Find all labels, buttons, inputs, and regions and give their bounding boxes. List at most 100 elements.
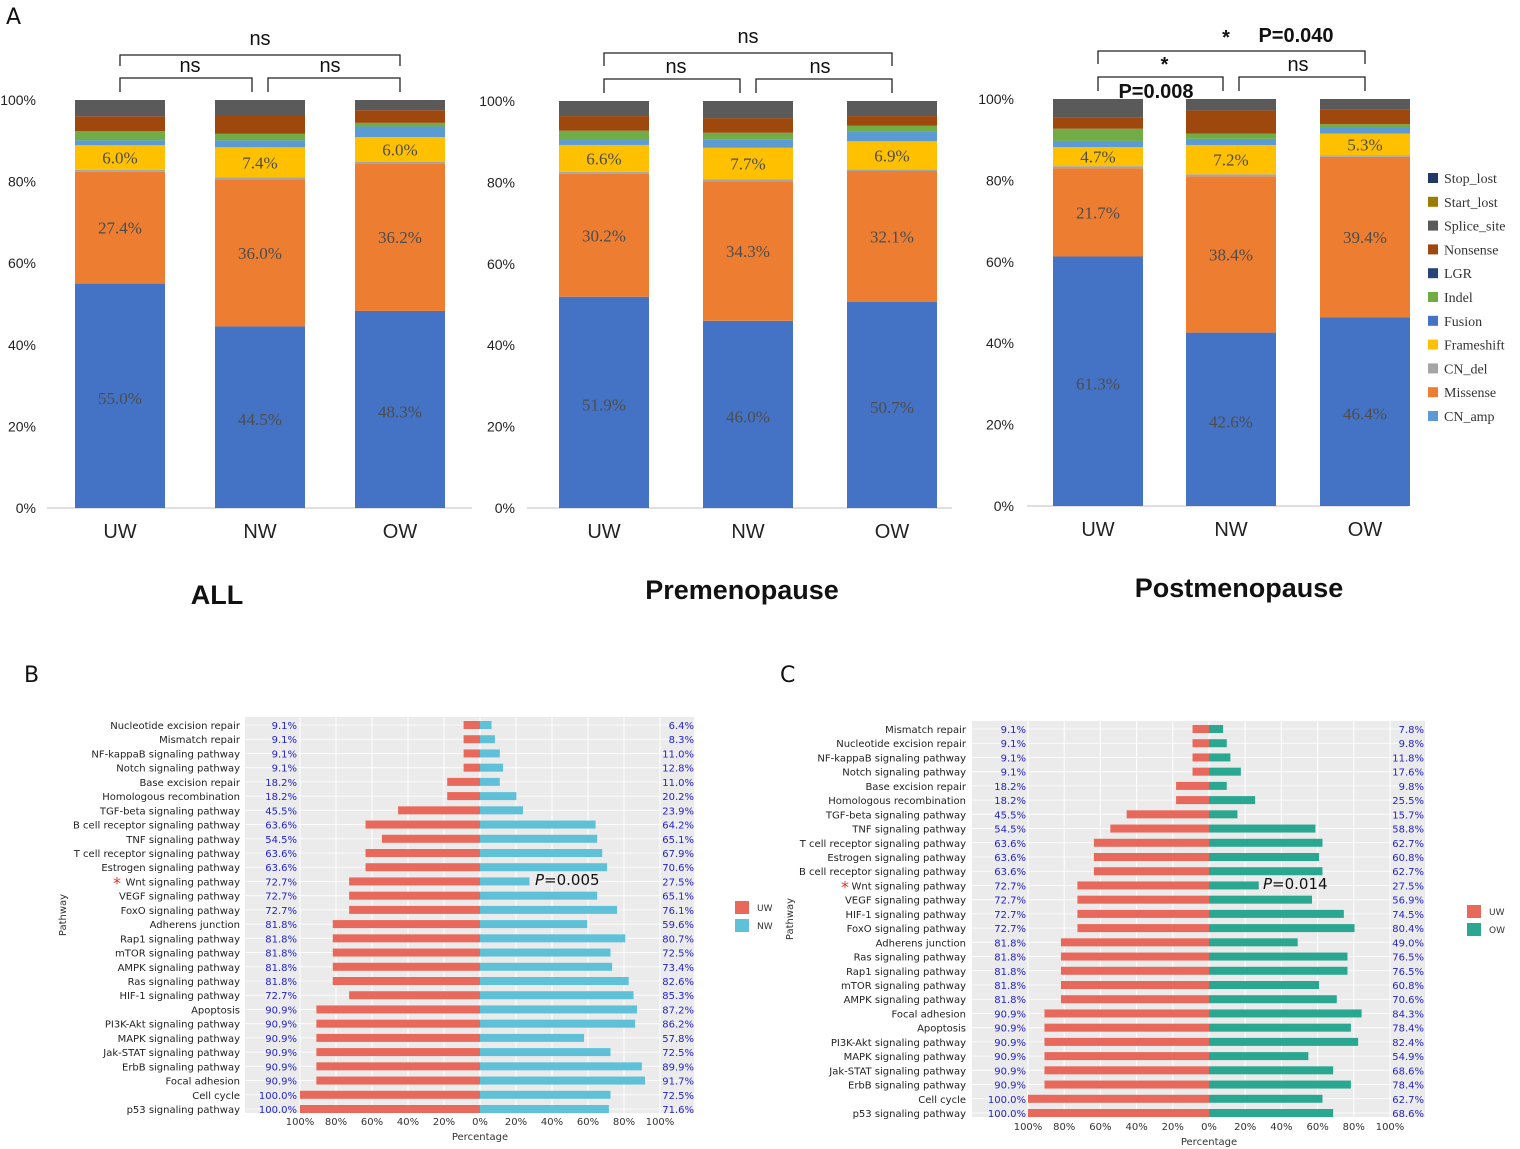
right-percent-label: 82.6% bbox=[662, 977, 694, 988]
bar-right bbox=[1209, 1080, 1351, 1089]
bar-segment-cn-del bbox=[847, 169, 937, 172]
left-percent-label: 9.1% bbox=[1001, 768, 1026, 779]
pathway-label: NF-kappaB signaling pathway bbox=[91, 749, 240, 760]
legend-label: Splice_site bbox=[1444, 220, 1505, 235]
right-percent-label: 20.2% bbox=[662, 792, 694, 803]
right-percent-label: 9.8% bbox=[1399, 739, 1424, 750]
bar-segment-cn-del bbox=[75, 169, 165, 172]
left-percent-label: 63.6% bbox=[994, 839, 1026, 850]
right-percent-label: 70.6% bbox=[662, 863, 694, 874]
bar-left bbox=[381, 834, 480, 843]
bar-left bbox=[300, 1105, 480, 1113]
bar-left bbox=[1192, 739, 1209, 748]
sig-label-uw-ow: ns bbox=[249, 28, 270, 50]
right-percent-label: 58.8% bbox=[1392, 825, 1424, 836]
y-tick-label: 0% bbox=[495, 500, 515, 516]
bar-segment-cn-amp bbox=[1053, 140, 1143, 148]
bar-right bbox=[480, 934, 626, 943]
y-tick-label: 40% bbox=[986, 335, 1014, 351]
bracket-uw-ow bbox=[603, 52, 893, 66]
legend-label: Frameshift bbox=[1444, 339, 1505, 354]
left-percent-label: 81.8% bbox=[994, 981, 1026, 992]
bar-segment-indel bbox=[1053, 128, 1143, 141]
bar-segment-cn-amp bbox=[847, 131, 937, 142]
bar-left bbox=[1060, 981, 1209, 989]
pathway-label: Homologous recombination bbox=[828, 796, 966, 807]
bar-segment-fusion bbox=[215, 326, 305, 508]
bar-left bbox=[316, 1048, 480, 1057]
x-tick-label: 20% bbox=[1162, 1122, 1184, 1133]
pathway-label: Notch signaling pathway bbox=[116, 764, 240, 775]
data-label-fusion: 42.6% bbox=[1209, 412, 1253, 431]
left-percent-label: 90.9% bbox=[265, 1048, 297, 1059]
bar-right bbox=[480, 792, 517, 801]
bar-left bbox=[365, 863, 480, 872]
sig-label-uw-nw: ns bbox=[665, 56, 686, 78]
legend-swatch bbox=[1428, 268, 1438, 279]
right-percent-label: 65.1% bbox=[662, 835, 694, 846]
right-percent-label: 80.7% bbox=[662, 934, 694, 945]
bar-left bbox=[332, 920, 480, 929]
bar-segment-nonsense bbox=[355, 110, 445, 123]
right-percent-label: 78.4% bbox=[1392, 1024, 1424, 1035]
bar-left bbox=[349, 905, 480, 914]
bar-segment-splice-site bbox=[703, 101, 793, 119]
bar-right bbox=[1209, 1052, 1309, 1061]
x-tick-label: OW bbox=[875, 521, 910, 543]
x-tick-label: 80% bbox=[613, 1117, 635, 1128]
bar-right bbox=[1209, 781, 1227, 790]
pathway-label: Jak-STAT signaling pathway bbox=[102, 1048, 240, 1059]
right-percent-label: 15.7% bbox=[1392, 810, 1424, 821]
sig-label-nw-ow: ns bbox=[809, 56, 830, 78]
pathway-label: Base excision repair bbox=[139, 778, 240, 789]
data-label-missense: 36.2% bbox=[378, 228, 422, 247]
bar-left bbox=[1044, 1080, 1209, 1089]
data-label-frameshift: 6.6% bbox=[586, 149, 621, 168]
bar-left bbox=[1060, 938, 1209, 947]
x-tick-label: 100% bbox=[646, 1117, 675, 1128]
bar-segment-indel bbox=[355, 122, 445, 127]
bar-segment-missense bbox=[847, 171, 937, 302]
left-percent-label: 9.1% bbox=[272, 749, 297, 760]
bar-segment-indel bbox=[215, 133, 305, 141]
right-percent-label: 84.3% bbox=[1392, 1009, 1424, 1020]
y-tick-label: 80% bbox=[8, 174, 36, 190]
data-label-frameshift: 6.0% bbox=[382, 140, 417, 159]
bar-left bbox=[1176, 796, 1209, 805]
legend-swatch bbox=[735, 919, 749, 932]
pathway-label: Estrogen signaling pathway bbox=[101, 863, 240, 874]
legend-label: Nonsense bbox=[1444, 243, 1498, 258]
bar-left bbox=[447, 777, 480, 786]
right-percent-label: 87.2% bbox=[662, 1005, 694, 1016]
x-tick-label: 20% bbox=[433, 1117, 455, 1128]
x-tick-label: 40% bbox=[1125, 1122, 1147, 1133]
data-label-fusion: 46.4% bbox=[1343, 405, 1387, 424]
legend-swatch bbox=[1428, 173, 1438, 183]
bar-segment-fusion bbox=[1320, 317, 1410, 506]
right-percent-label: 27.5% bbox=[1392, 881, 1424, 892]
left-percent-label: 100.0% bbox=[259, 1091, 297, 1102]
left-percent-label: 72.7% bbox=[265, 892, 297, 903]
pathway-label: Mismatch repair bbox=[159, 735, 241, 746]
bar-right bbox=[480, 1033, 585, 1042]
right-percent-label: 80.4% bbox=[1392, 924, 1424, 935]
left-percent-label: 100.0% bbox=[988, 1095, 1026, 1106]
left-percent-label: 81.8% bbox=[265, 934, 297, 945]
left-percent-label: 18.2% bbox=[994, 782, 1026, 793]
left-percent-label: 90.9% bbox=[265, 1034, 297, 1045]
pathway-label: Homologous recombination bbox=[102, 792, 240, 803]
bar-segment-cn-del bbox=[1186, 174, 1276, 177]
bar-left bbox=[1093, 838, 1209, 847]
y-tick-label: 100% bbox=[0, 92, 36, 108]
left-percent-label: 100.0% bbox=[259, 1105, 297, 1116]
legend-swatch bbox=[1467, 923, 1481, 936]
y-tick-label: 20% bbox=[487, 419, 515, 435]
bar-right bbox=[480, 1105, 609, 1113]
bar-segment-splice-site bbox=[355, 100, 445, 111]
legend-swatch bbox=[1428, 339, 1438, 350]
bar-left bbox=[398, 806, 480, 815]
bar-left bbox=[1028, 1094, 1209, 1103]
left-percent-label: 18.2% bbox=[265, 792, 297, 803]
pathway-label: Cell cycle bbox=[918, 1095, 966, 1106]
bar-right bbox=[480, 1062, 642, 1071]
